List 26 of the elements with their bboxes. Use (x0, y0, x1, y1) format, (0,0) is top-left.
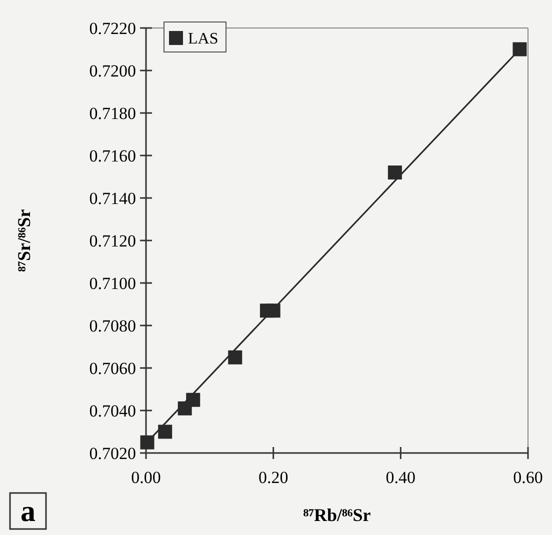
point (140, 435, 154, 450)
y-tick-label: 0.7060 (89, 358, 136, 378)
y-tick-label: 0.7020 (89, 444, 136, 463)
x-tick-label: 0.60 (513, 468, 543, 487)
point (158, 424, 172, 439)
point (266, 304, 280, 318)
y-tick-label: 0.7120 (89, 231, 136, 250)
x-tick-label: 0.40 (386, 468, 416, 487)
point (228, 350, 242, 364)
y-tick-label: 0.7180 (89, 104, 136, 123)
x-axis-title: ⁸⁷Rb/⁸⁶Sr (303, 505, 371, 525)
legend-label: LAS (188, 30, 218, 48)
point (512, 42, 527, 56)
y-tick-label: 0.7100 (89, 274, 136, 293)
y-tick-label: 0.7220 (89, 18, 136, 38)
y-tick-label: 0.7160 (89, 146, 136, 166)
x-tick-label: 0.20 (258, 468, 288, 487)
point (388, 166, 402, 180)
y-tick-label: 0.7080 (89, 316, 136, 336)
x-tick-label: 0.00 (131, 468, 161, 487)
text: a (20, 495, 36, 528)
y-tick-label: 0.7200 (89, 61, 136, 80)
y-tick-label: 0.7140 (89, 188, 136, 208)
point (186, 392, 200, 407)
y-tick-label: 0.7040 (89, 401, 136, 420)
y-axis-title: ⁸⁷Sr/⁸⁶Sr (14, 209, 34, 272)
